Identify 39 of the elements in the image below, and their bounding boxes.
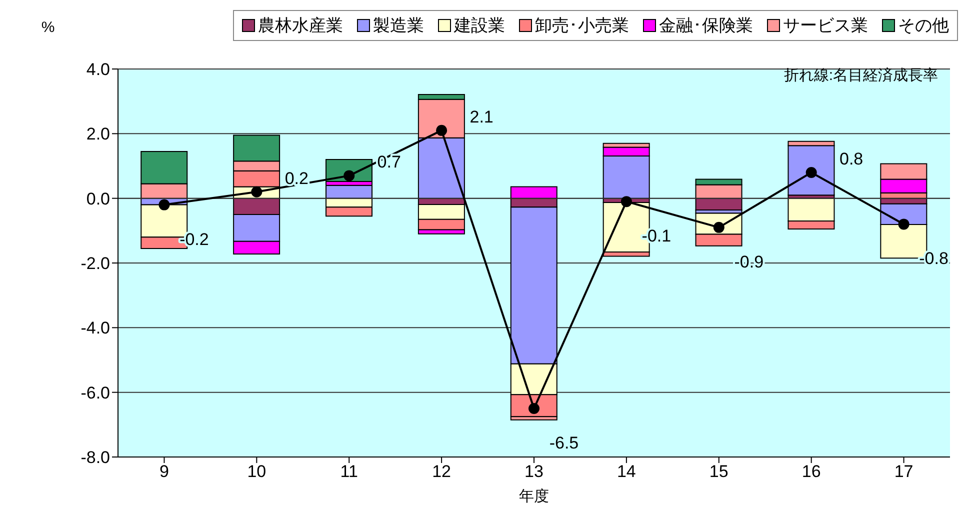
point <box>713 222 724 233</box>
point <box>344 170 355 182</box>
x-tick-label: 13 <box>524 462 544 482</box>
x-axis-title: 年度 <box>519 488 549 505</box>
x-tick-label: 11 <box>340 462 358 482</box>
point <box>436 124 448 136</box>
point <box>620 196 632 208</box>
point <box>898 218 910 230</box>
x-tick-label: 10 <box>247 462 266 482</box>
annotation: 折れ線:名目経済成長率 <box>784 67 938 84</box>
y-tick-label: 2.0 <box>86 124 110 144</box>
legend-label: 金融･保険業 <box>658 15 753 37</box>
x-tick-label: 14 <box>616 462 636 482</box>
x-tick-label: 12 <box>432 462 452 482</box>
bar <box>788 145 835 196</box>
y-tick-label: -8.0 <box>80 448 110 468</box>
y-tick-label: 0.0 <box>86 189 110 208</box>
x-tick-label: 15 <box>709 462 728 482</box>
data-label: 0.8 <box>840 149 864 168</box>
data-label: 2.1 <box>470 107 494 126</box>
legend-label: 建設業 <box>452 15 505 37</box>
point <box>528 403 540 414</box>
legend-label: 卸売･小売業 <box>534 15 629 37</box>
legend-label: サービス業 <box>782 15 868 37</box>
y-axis-title: % <box>41 19 55 36</box>
legend-label: 農林水産業 <box>257 15 343 37</box>
legend-label: その他 <box>897 15 949 37</box>
y-tick-label: 4.0 <box>86 60 110 80</box>
point <box>251 186 262 198</box>
data-label: -6.5 <box>549 434 579 452</box>
point <box>158 199 170 210</box>
y-tick-label: -2.0 <box>80 254 110 274</box>
point <box>806 166 817 178</box>
x-tick-label: 9 <box>159 462 169 482</box>
y-tick-label: -6.0 <box>80 383 110 402</box>
x-tick-label: 16 <box>802 462 821 482</box>
legend-label: 製造業 <box>372 15 424 37</box>
y-tick-label: -4.0 <box>80 318 110 338</box>
x-tick-label: 17 <box>894 462 914 482</box>
